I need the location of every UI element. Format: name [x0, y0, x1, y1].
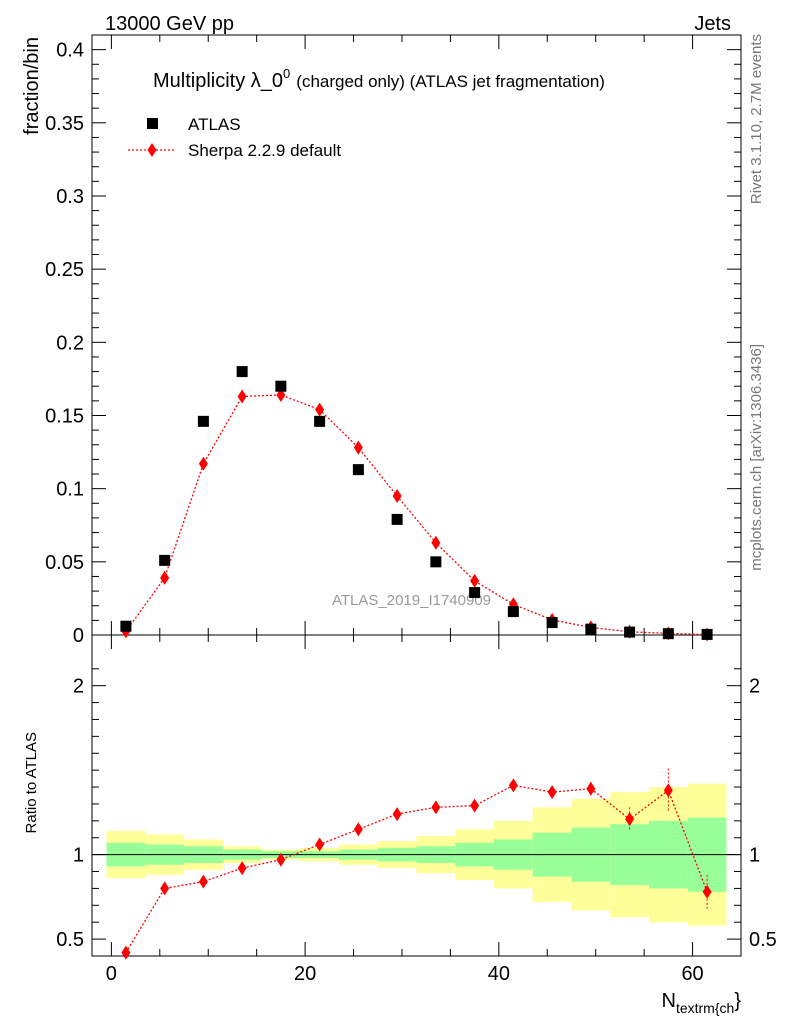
- ratio-point: [198, 874, 208, 889]
- main-y-tick-label: 0.2: [56, 332, 84, 354]
- data-point: [120, 620, 132, 632]
- main-y-tick-label: 0.15: [45, 405, 84, 427]
- ratio-y-tick-label-right: 2: [749, 676, 760, 698]
- ratio-plot-frame: [91, 634, 742, 957]
- data-point: [275, 380, 287, 392]
- ratio-y-tick-label-right: 0.5: [749, 929, 777, 951]
- ratio-point: [431, 800, 441, 815]
- main-y-tick-label: 0: [73, 625, 84, 647]
- ratio-point: [508, 778, 518, 793]
- data-point: [469, 587, 481, 599]
- x-tick-label: 20: [294, 963, 316, 985]
- ratio-point: [353, 822, 363, 837]
- ratio-y-tick-label: 2: [73, 676, 84, 698]
- x-axis-label-close: }: [734, 990, 741, 1012]
- legend-data-marker: [147, 118, 158, 129]
- legend-mc-label: Sherpa 2.2.9 default: [188, 141, 341, 160]
- mc-point: [160, 570, 170, 585]
- plot-title-main: Multiplicity λ_0: [153, 70, 283, 92]
- x-axis-label-main: N: [662, 990, 676, 1012]
- data-point: [585, 623, 597, 635]
- plot-title: Multiplicity λ_00 (charged only) (ATLAS j…: [153, 66, 605, 92]
- ratio-point: [625, 812, 635, 827]
- x-axis-label-sub: textrm{ch: [676, 1000, 734, 1016]
- mc-series-line: [125, 394, 708, 636]
- data-point: [701, 628, 713, 640]
- x-tick-label: 60: [681, 963, 703, 985]
- plot-title-superscript: 0: [283, 66, 290, 81]
- x-axis-label: Ntextrm{ch}: [662, 990, 742, 1016]
- ratio-point: [160, 881, 170, 896]
- x-tick-label: 40: [488, 963, 510, 985]
- data-point: [546, 617, 558, 629]
- main-y-tick-label: 0.35: [45, 113, 84, 135]
- rivet-label: Rivet 3.1.10, 2.7M events: [748, 34, 765, 204]
- main-y-tick-label: 0.4: [56, 40, 84, 62]
- legend: ATLAS Sherpa 2.2.9 default: [128, 115, 341, 160]
- ratio-point: [276, 852, 286, 867]
- ratio-y-tick-label-right: 1: [749, 845, 760, 867]
- mc-point: [353, 440, 363, 455]
- header-left: 13000 GeV pp: [105, 13, 234, 35]
- mc-point: [392, 488, 402, 503]
- main-y-tick-label: 0.1: [56, 479, 84, 501]
- data-point: [314, 415, 326, 427]
- data-point: [507, 606, 519, 618]
- mc-point: [470, 573, 480, 588]
- x-tick-label: 0: [106, 963, 117, 985]
- ratio-point: [315, 837, 325, 852]
- ratio-y-axis-label: Ratio to ATLAS: [23, 732, 40, 833]
- ratio-y-tick-label: 0.5: [56, 929, 84, 951]
- data-point: [197, 415, 209, 427]
- mc-point: [237, 389, 247, 404]
- main-y-ticks: 0 0.05 0.1 0.15 0.2 0.25 0.3 0.35 0.4: [45, 40, 741, 647]
- ratio-point: [392, 807, 402, 822]
- ratio-y-ticks: 0.5 0.5 1 1 2 2: [56, 668, 777, 951]
- ratio-point: [702, 884, 712, 899]
- legend-mc-marker: [147, 143, 157, 157]
- ratio-point: [237, 861, 247, 876]
- ratio-series-line: [125, 784, 708, 953]
- main-y-tick-label: 0.3: [56, 186, 84, 208]
- data-point: [624, 626, 636, 638]
- mc-point: [198, 456, 208, 471]
- ratio-point: [547, 785, 557, 800]
- data-point: [352, 464, 364, 476]
- analysis-watermark: ATLAS_2019_I1740909: [332, 592, 491, 609]
- ratio-point: [470, 798, 480, 813]
- mc-point: [315, 402, 325, 417]
- x-axis-ticks: 0 20 40 60: [106, 35, 704, 985]
- mc-point: [431, 535, 441, 550]
- plot-title-suffix: (charged only) (ATLAS jet fragmentation): [296, 72, 605, 91]
- data-point: [662, 628, 674, 640]
- ratio-series-points: [121, 768, 712, 960]
- data-point: [236, 366, 248, 378]
- data-point: [430, 556, 442, 568]
- main-y-tick-label: 0.05: [45, 552, 84, 574]
- ratio-y-tick-label: 1: [73, 845, 84, 867]
- data-series-points: [120, 366, 713, 640]
- mcplots-label: mcplots.cern.ch [arXiv:1306.3436]: [748, 344, 765, 571]
- legend-data-label: ATLAS: [188, 115, 241, 134]
- ratio-point: [663, 783, 673, 798]
- header-right: Jets: [694, 13, 731, 35]
- ratio-point: [586, 781, 596, 796]
- main-y-axis-label: fraction/bin: [21, 37, 43, 135]
- main-y-tick-label: 0.25: [45, 259, 84, 281]
- data-point: [391, 513, 403, 525]
- data-point: [159, 554, 171, 566]
- ratio-point: [121, 945, 131, 960]
